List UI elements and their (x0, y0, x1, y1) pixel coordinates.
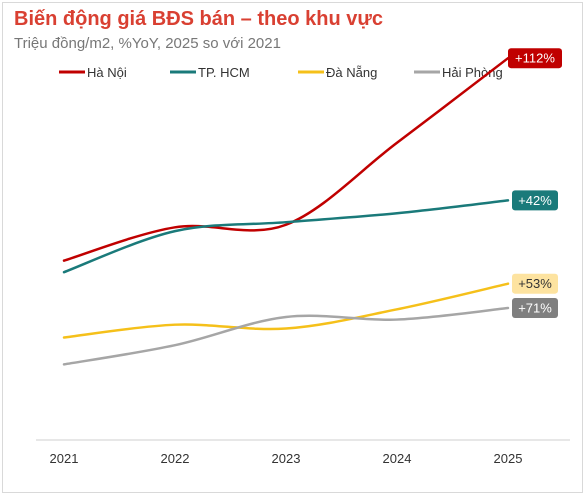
end-label-text: +71% (518, 301, 552, 316)
end-label-text: +42% (518, 193, 552, 208)
legend-label: TP. HCM (198, 65, 250, 80)
series-line-ha-noi (62, 56, 510, 262)
end-label-hai-phong: +71% (512, 298, 558, 319)
legend-item-da-nang: Đà Nẵng (298, 65, 377, 80)
legend-label: Hải Phòng (442, 65, 503, 80)
x-tick-label: 2023 (272, 451, 301, 466)
chart-frame (2, 2, 583, 493)
series-line-da-nang (62, 282, 510, 339)
series-line-tp-hcm (62, 199, 510, 274)
end-label-text: +53% (518, 276, 552, 291)
end-label-box (512, 298, 558, 319)
chart-subtitle: Triệu đồng/m2, %YoY, 2025 so với 2021 (14, 35, 281, 52)
end-label-ha-noi: +112% (508, 48, 562, 69)
end-label-box (512, 273, 558, 294)
x-tick-label: 2022 (161, 451, 190, 466)
x-tick-labels: 2021 2022 2023 2024 2025 (50, 451, 523, 466)
series-layer (62, 56, 510, 366)
end-label-tp-hcm: +42% (512, 190, 558, 211)
legend-label: Hà Nội (87, 65, 127, 80)
end-label-box (512, 190, 558, 211)
chart-title: Biến động giá BĐS bán – theo khu vực (14, 8, 383, 30)
x-tick-label: 2021 (50, 451, 79, 466)
legend-item-hai-phong: Hải Phòng (414, 65, 503, 80)
legend: Hà Nội TP. HCM Đà Nẵng Hải Phòng (59, 65, 503, 80)
series-line-hai-phong (62, 306, 510, 366)
x-tick-label: 2025 (494, 451, 523, 466)
legend-label: Đà Nẵng (326, 65, 377, 80)
end-labels: +112% +42% +53% +71% (508, 48, 562, 319)
x-tick-label: 2024 (383, 451, 412, 466)
end-label-text: +112% (515, 51, 555, 66)
legend-item-tp-hcm: TP. HCM (170, 65, 250, 80)
end-label-da-nang: +53% (512, 273, 558, 294)
legend-item-ha-noi: Hà Nội (59, 65, 127, 80)
end-label-box (508, 48, 562, 69)
